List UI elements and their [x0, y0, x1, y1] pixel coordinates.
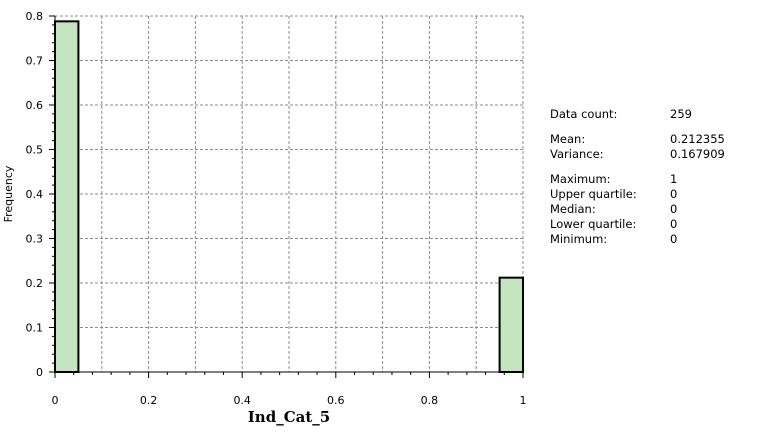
stat-value: 0: [670, 187, 678, 201]
stat-mean: Mean: 0.212355: [550, 132, 760, 147]
stat-value: 259: [670, 107, 692, 121]
x-axis-title: Ind_Cat_5: [248, 408, 330, 426]
x-tick-labels: 0 0.2 0.4 0.6 0.8 1: [52, 394, 527, 407]
stat-value: 0: [670, 217, 678, 231]
stat-label: Upper quartile:: [550, 187, 637, 201]
y-tick-label: 0.1: [26, 322, 44, 335]
statistics-panel: Data count: 259 Mean: 0.212355 Variance:…: [550, 107, 760, 247]
x-tick-label: 0.2: [140, 394, 158, 407]
y-tick-label: 0.2: [26, 277, 44, 290]
grid-lines: [54, 15, 524, 373]
stat-value: 0.167909: [670, 147, 725, 161]
stat-label: Mean:: [550, 132, 586, 146]
stat-label: Data count:: [550, 107, 618, 121]
stat-lower-quartile: Lower quartile: 0: [550, 217, 760, 232]
stat-value: 0.212355: [670, 132, 725, 146]
y-tick-label: 0.5: [26, 144, 44, 157]
x-tick-label: 1: [520, 394, 527, 407]
histogram-chart: 0 0.2 0.4 0.6 0.8 1 0 0.1 0.2 0.3 0.4 0.5 0.6 0.7 0.8…: [2, 10, 527, 426]
stat-value: 0: [670, 202, 678, 216]
y-tick-label: 0: [36, 366, 43, 379]
stat-label: Lower quartile:: [550, 217, 637, 231]
stat-label: Variance:: [550, 147, 604, 161]
histogram-bar: [498, 276, 525, 373]
y-axis-title: Frequency: [2, 165, 15, 222]
stat-upper-quartile: Upper quartile: 0: [550, 187, 760, 202]
y-tick-label: 0.7: [26, 55, 44, 68]
histogram-bar: [54, 20, 80, 374]
stat-label: Maximum:: [550, 172, 611, 186]
x-tick-label: 0: [52, 394, 59, 407]
x-tick-label: 0.6: [327, 394, 345, 407]
y-tick-label: 0.6: [26, 99, 44, 112]
y-tick-label: 0.8: [26, 10, 44, 23]
x-tick-label: 0.4: [233, 394, 251, 407]
y-tick-labels: 0 0.1 0.2 0.3 0.4 0.5 0.6 0.7 0.8: [26, 10, 44, 379]
y-tick-label: 0.4: [26, 188, 44, 201]
axes: [49, 15, 524, 378]
stat-median: Median: 0: [550, 202, 760, 217]
stat-value: 0: [670, 232, 678, 246]
x-tick-label: 0.8: [421, 394, 439, 407]
stat-maximum: Maximum: 1: [550, 172, 760, 187]
stat-data-count: Data count: 259: [550, 107, 760, 122]
y-tick-label: 0.3: [26, 233, 44, 246]
stat-label: Median:: [550, 202, 596, 216]
stat-value: 1: [670, 172, 678, 186]
stat-minimum: Minimum: 0: [550, 232, 760, 247]
stat-variance: Variance: 0.167909: [550, 147, 760, 162]
stat-label: Minimum:: [550, 232, 608, 246]
